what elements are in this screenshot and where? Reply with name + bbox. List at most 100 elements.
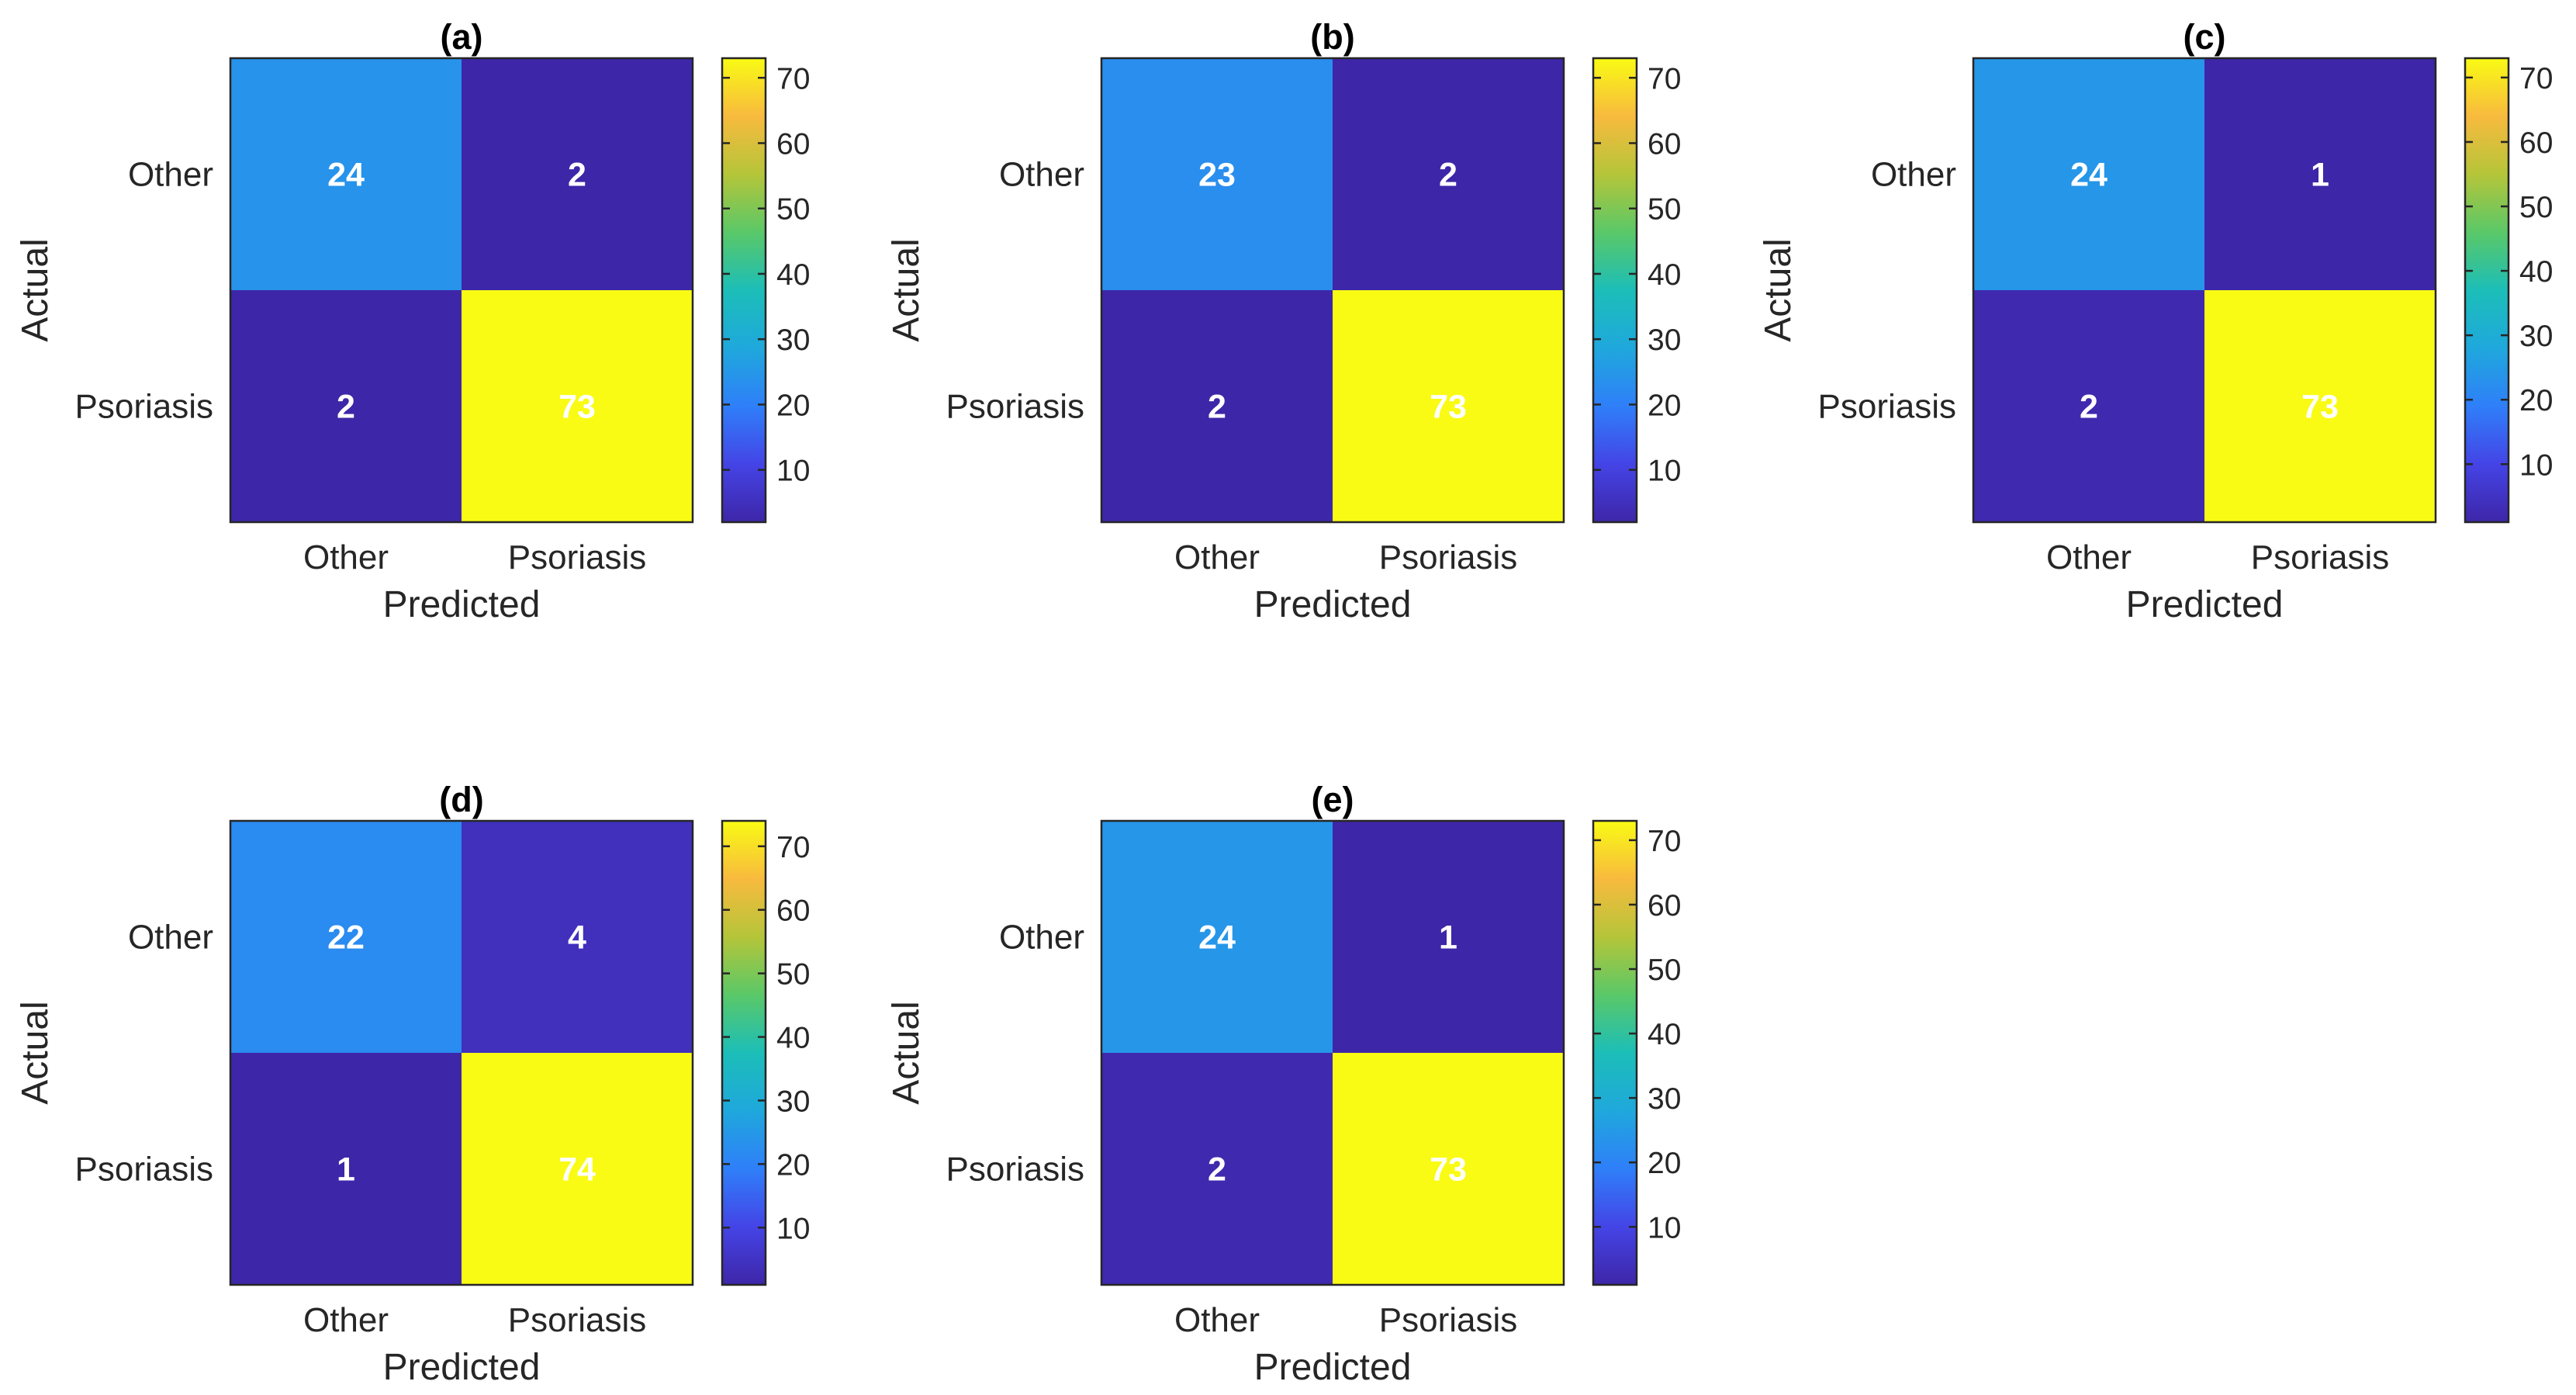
colorbar-tick-label: 60 [1648,889,1681,922]
cell-value-label: 2 [1439,157,1457,194]
colorbar-tick-label: 50 [1648,954,1681,987]
matrix-frame [229,819,694,1286]
matrix-cell [1101,290,1333,522]
colorbar-frame [721,819,767,1286]
colorbar-tick-label: 20 [1648,1147,1681,1180]
colorbar-tick-label: 50 [1648,193,1681,227]
colorbar-tick-label: 30 [1648,324,1681,357]
x-tick-label: Other [303,538,389,576]
colorbar-tick-label: 30 [2519,320,2553,353]
x-axis-label: Predicted [1254,584,1412,625]
matrix-cell [1333,290,1564,522]
y-tick-label: Other [128,156,213,194]
matrix-cell [462,1053,693,1285]
matrix-cell [1101,1053,1333,1285]
y-tick-label: Psoriasis [75,1151,214,1189]
y-tick-label: Psoriasis [75,388,214,426]
matrix-cell [462,290,693,522]
y-tick-label: Other [1871,156,1956,194]
colorbar-tick-label: 30 [776,324,810,357]
panel-title: (b) [1310,17,1354,57]
y-tick-label: Psoriasis [1818,388,1957,426]
cell-value-label: 2 [337,389,355,426]
colorbar-tick-label: 70 [1648,825,1681,858]
cell-value-label: 73 [2301,389,2339,426]
panel-title: (c) [2184,17,2226,57]
matrix-cell [1973,290,2204,522]
cell-value-label: 24 [2070,157,2107,194]
colorbar [722,58,766,522]
colorbar-frame [1592,819,1638,1286]
x-axis-label: Predicted [383,1347,541,1388]
confusion-matrix-panel: 22 4 1 74 (d) Other Psoriasis Other Psoriasis Pre… [15,780,810,1388]
cell-value-label: 2 [2080,389,2098,426]
colorbar-tick-label: 50 [776,958,810,992]
matrix-cell [2204,58,2436,290]
colorbar-tick-label: 40 [1648,1018,1681,1051]
confusion-matrix-panel: 24 1 2 73 (e) Other Psoriasis Other Psoriasis Pre… [886,780,1681,1388]
colorbar-tick-label: 10 [1648,1211,1681,1244]
colorbar-tick-label: 40 [776,1022,810,1055]
matrix-cell [1333,821,1564,1053]
cell-value-label: 24 [1198,919,1236,957]
cell-value-label: 74 [558,1151,596,1189]
matrix-cell [1101,58,1333,290]
x-tick-label: Other [303,1301,389,1339]
confusion-matrix-panel: 24 2 2 73 (a) Other Psoriasis Other Psoriasis Pre… [15,17,810,625]
cell-value-label: 2 [1208,1151,1226,1189]
y-tick-label: Other [999,919,1084,957]
colorbar-frame [721,57,767,524]
confusion-matrix-panel: 24 1 2 73 (c) Other Psoriasis Other Psoriasis Pre… [1758,17,2553,625]
x-tick-label: Psoriasis [508,538,647,576]
matrix-cell [462,821,693,1053]
colorbar-tick-label: 10 [2519,448,2553,482]
matrix-frame [1100,819,1565,1286]
cell-value-label: 73 [1430,389,1467,426]
x-tick-label: Psoriasis [1379,538,1518,576]
matrix-frame [229,57,694,524]
matrix-frame [1100,57,1565,524]
x-tick-label: Psoriasis [508,1301,647,1339]
confusion-matrix-panel: 23 2 2 73 (b) Other Psoriasis Other Psoriasis Pre… [886,17,1681,625]
x-tick-label: Other [2046,538,2132,576]
y-axis-label: Actual [15,1001,56,1104]
colorbar-frame [1592,57,1638,524]
colorbar-tick-label: 60 [776,895,810,928]
colorbar-tick-label: 30 [776,1085,810,1118]
cell-value-label: 1 [1439,919,1457,957]
cell-value-label: 1 [2311,157,2329,194]
y-tick-label: Other [128,919,213,957]
y-axis-label: Actual [1758,238,1799,341]
colorbar-tick-label: 30 [1648,1082,1681,1116]
colorbar [1593,821,1637,1285]
cell-value-label: 22 [327,919,365,957]
y-tick-label: Psoriasis [946,388,1085,426]
colorbar-tick-label: 20 [776,389,810,422]
matrix-frame [1972,57,2437,524]
colorbar-tick-label: 70 [1648,62,1681,95]
y-axis-label: Actual [886,238,927,341]
colorbar-tick-label: 60 [1648,127,1681,161]
matrix-cell [1101,821,1333,1053]
x-tick-label: Psoriasis [1379,1301,1518,1339]
x-axis-label: Predicted [2126,584,2284,625]
x-tick-label: Other [1174,538,1260,576]
matrix-cell [230,58,462,290]
colorbar-tick-label: 70 [2519,62,2553,95]
matrix-cell [2204,290,2436,522]
cell-value-label: 1 [337,1151,355,1189]
x-axis-label: Predicted [383,584,541,625]
cell-value-label: 2 [568,157,586,194]
x-tick-label: Other [1174,1301,1260,1339]
matrix-cell [462,58,693,290]
colorbar-tick-label: 70 [776,831,810,864]
matrix-cell [230,290,462,522]
y-tick-label: Psoriasis [946,1151,1085,1189]
cell-value-label: 73 [1430,1151,1467,1189]
matrix-cell [1333,58,1564,290]
panel-title: (d) [439,780,483,819]
cell-value-label: 24 [327,157,365,194]
colorbar-tick-label: 40 [776,258,810,292]
y-axis-label: Actual [886,1001,927,1104]
